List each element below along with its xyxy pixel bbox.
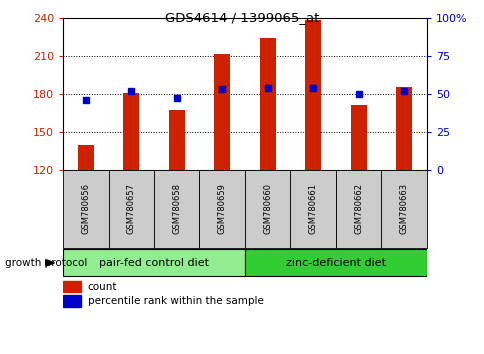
Bar — [77, 144, 93, 170]
FancyBboxPatch shape — [335, 170, 380, 248]
Polygon shape — [45, 260, 54, 266]
Text: GSM780659: GSM780659 — [217, 183, 226, 234]
Text: growth protocol: growth protocol — [5, 258, 87, 268]
Text: pair-fed control diet: pair-fed control diet — [99, 258, 209, 268]
Text: GSM780656: GSM780656 — [81, 183, 90, 234]
FancyBboxPatch shape — [244, 170, 290, 248]
Bar — [259, 38, 275, 170]
Text: GSM780658: GSM780658 — [172, 183, 181, 234]
Bar — [168, 110, 184, 170]
Bar — [304, 20, 320, 170]
Bar — [350, 105, 366, 170]
Text: GSM780660: GSM780660 — [263, 183, 272, 234]
FancyBboxPatch shape — [199, 170, 244, 248]
FancyBboxPatch shape — [153, 170, 199, 248]
Text: zinc-deficient diet: zinc-deficient diet — [285, 258, 385, 268]
Text: count: count — [88, 282, 117, 292]
Bar — [395, 87, 411, 170]
Bar — [214, 55, 230, 170]
Bar — [63, 281, 80, 292]
FancyBboxPatch shape — [244, 249, 426, 276]
Text: percentile rank within the sample: percentile rank within the sample — [88, 296, 263, 306]
Bar — [123, 92, 139, 170]
Text: GSM780663: GSM780663 — [399, 183, 408, 234]
Bar — [63, 295, 80, 307]
FancyBboxPatch shape — [290, 170, 335, 248]
Text: GSM780657: GSM780657 — [126, 183, 136, 234]
Text: GSM780661: GSM780661 — [308, 183, 317, 234]
Text: GSM780662: GSM780662 — [353, 183, 363, 234]
FancyBboxPatch shape — [108, 170, 153, 248]
FancyBboxPatch shape — [63, 170, 108, 248]
Text: GDS4614 / 1399065_at: GDS4614 / 1399065_at — [165, 11, 319, 24]
FancyBboxPatch shape — [63, 249, 244, 276]
FancyBboxPatch shape — [380, 170, 426, 248]
